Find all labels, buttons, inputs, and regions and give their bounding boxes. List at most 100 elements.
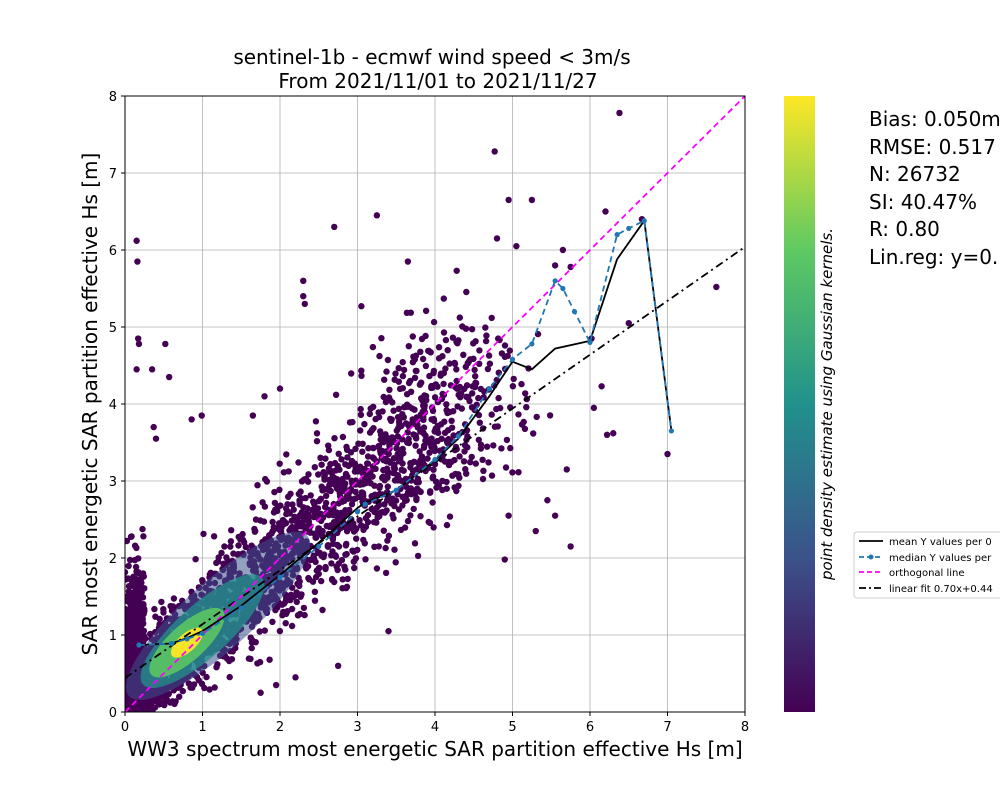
- scatter-point: [488, 314, 495, 322]
- scatter-point: [530, 430, 537, 437]
- x-axis-label: WW3 spectrum most energetic SAR partitio…: [127, 737, 742, 761]
- scatter-point: [348, 457, 356, 465]
- scatter-point: [348, 501, 356, 508]
- scatter-point: [440, 329, 448, 336]
- scatter-point: [460, 351, 467, 358]
- scatter-point: [302, 494, 309, 502]
- scatter-point: [350, 496, 357, 503]
- scatter-point: [373, 565, 381, 572]
- scatter-point: [456, 453, 463, 460]
- scatter-point: [399, 436, 406, 443]
- scatter-point: [463, 470, 470, 477]
- scatter-point: [130, 652, 137, 659]
- scatter-point: [482, 337, 490, 345]
- y-tick-label: 0: [109, 706, 117, 721]
- scatter-point: [331, 435, 338, 442]
- scatter-point: [395, 506, 403, 513]
- scatter-point: [346, 506, 353, 514]
- scatter-point: [397, 456, 404, 463]
- scatter-point: [454, 385, 461, 392]
- legend-label-linear-fit: linear fit 0.70x+0.44: [889, 584, 993, 595]
- scatter-point: [228, 527, 235, 534]
- series-marker: [362, 501, 368, 507]
- scatter-point: [376, 484, 383, 491]
- scatter-point: [432, 425, 439, 432]
- scatter-point: [522, 390, 529, 397]
- scatter-point: [386, 440, 393, 447]
- scatter-point: [381, 501, 388, 508]
- scatter-point: [360, 526, 367, 533]
- scatter-point: [395, 405, 402, 412]
- scatter-point: [364, 511, 372, 519]
- scatter-point: [463, 288, 470, 296]
- series-marker: [529, 341, 535, 347]
- legend-marker-median: [868, 554, 874, 560]
- scatter-point: [313, 430, 321, 437]
- x-tick-label: 2: [276, 720, 284, 735]
- scatter-point: [125, 562, 132, 570]
- scatter-point: [471, 366, 478, 374]
- outlier-point: [261, 393, 268, 400]
- scatter-point: [311, 597, 319, 604]
- scatter-point: [383, 368, 390, 375]
- scatter-point: [380, 527, 387, 534]
- scatter-point: [356, 517, 363, 524]
- scatter-point: [443, 478, 450, 486]
- scatter-point: [307, 492, 314, 499]
- scatter-point: [305, 514, 313, 521]
- scatter-point: [509, 469, 516, 476]
- outlier-point: [301, 300, 308, 308]
- scatter-point: [501, 342, 509, 349]
- scatter-point: [468, 453, 475, 461]
- scatter-point: [435, 344, 443, 351]
- chart-title-line1: sentinel-1b - ecmwf wind speed < 3m/s: [233, 45, 630, 69]
- scatter-point: [322, 565, 329, 573]
- scatter-point: [126, 606, 133, 613]
- scatter-point: [389, 434, 396, 441]
- scatter-point: [339, 433, 347, 441]
- scatter-point: [396, 385, 404, 393]
- outlier-point: [567, 263, 574, 271]
- scatter-point: [371, 543, 378, 550]
- scatter-point: [419, 397, 426, 404]
- scatter-point: [342, 542, 350, 549]
- scatter-point: [125, 583, 133, 590]
- scatter-point: [223, 554, 230, 561]
- scatter-point: [323, 492, 330, 499]
- scatter-point: [332, 391, 340, 398]
- scatter-point: [493, 405, 500, 413]
- scatter-point: [485, 459, 492, 466]
- scatter-point: [417, 428, 424, 435]
- chart-title-line2: From 2021/11/01 to 2021/11/27: [278, 69, 597, 93]
- scatter-point: [430, 439, 437, 447]
- scatter-point: [394, 414, 402, 421]
- scatter-point: [498, 350, 506, 357]
- outlier-point: [162, 340, 169, 348]
- scatter-point: [263, 478, 271, 485]
- outlier-point: [272, 681, 280, 689]
- stats-panel: Bias: 0.050m RMSE: 0.517 N: 26732 SI: 40…: [869, 106, 1000, 271]
- scatter-point: [395, 365, 402, 372]
- scatter-point: [433, 484, 440, 491]
- scatter-point: [135, 636, 142, 644]
- scatter-point: [361, 420, 368, 428]
- scatter-point: [515, 411, 522, 418]
- scatter-point: [405, 435, 412, 443]
- scatter-point: [341, 510, 349, 518]
- scatter-point: [126, 556, 134, 564]
- scatter-point: [304, 478, 312, 485]
- scatter-point: [422, 362, 430, 370]
- scatter-point: [412, 432, 419, 439]
- scatter-point: [322, 499, 330, 507]
- scatter-point: [510, 375, 517, 383]
- scatter-point: [357, 411, 365, 418]
- scatter-point: [203, 673, 210, 681]
- scatter-point: [454, 403, 461, 410]
- scatter-point: [475, 436, 482, 444]
- outlier-point: [292, 674, 299, 681]
- y-axis-label: SAR most energetic SAR partition effecti…: [78, 153, 102, 656]
- scatter-point: [411, 406, 418, 413]
- scatter-point: [125, 575, 132, 582]
- scatter-point: [280, 469, 288, 476]
- scatter-point: [293, 523, 300, 530]
